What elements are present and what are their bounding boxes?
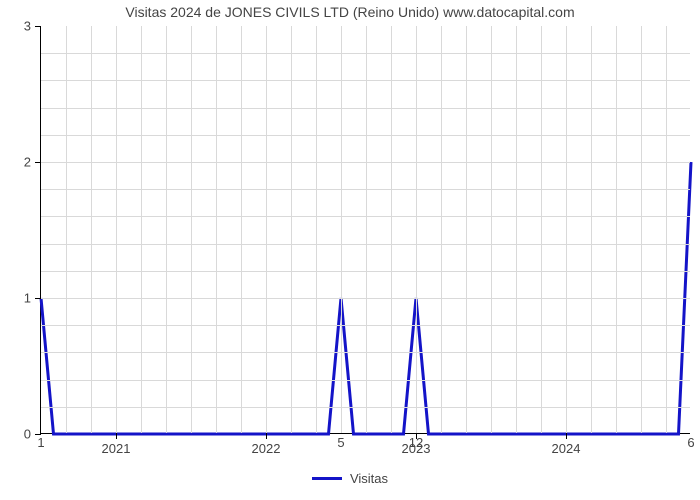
plot-area: 0123202120222023202415126: [40, 26, 690, 434]
gridline-vertical: [116, 26, 117, 433]
xtick-label: 2021: [102, 433, 131, 456]
gridline-vertical: [266, 26, 267, 433]
gridline-vertical: [141, 26, 142, 433]
gridline-vertical: [666, 26, 667, 433]
gridline-vertical: [291, 26, 292, 433]
gridline-vertical: [91, 26, 92, 433]
gridline-vertical: [516, 26, 517, 433]
value-label: 12: [409, 433, 423, 450]
value-label: 6: [687, 433, 694, 450]
value-label: 5: [337, 433, 344, 450]
gridline-vertical: [416, 26, 417, 433]
xtick-label: 2024: [552, 433, 581, 456]
gridline-vertical: [441, 26, 442, 433]
gridline-vertical: [466, 26, 467, 433]
gridline-vertical: [66, 26, 67, 433]
gridline-vertical: [391, 26, 392, 433]
legend: Visitas: [0, 470, 700, 486]
gridline-vertical: [191, 26, 192, 433]
gridline-vertical: [616, 26, 617, 433]
legend-label: Visitas: [350, 471, 388, 486]
ytick-label: 2: [24, 155, 41, 170]
gridline-vertical: [491, 26, 492, 433]
gridline-vertical: [216, 26, 217, 433]
gridline-vertical: [591, 26, 592, 433]
gridline-vertical: [541, 26, 542, 433]
ytick-label: 1: [24, 291, 41, 306]
legend-swatch: [312, 477, 342, 480]
xtick-label: 2022: [252, 433, 281, 456]
gridline-vertical: [316, 26, 317, 433]
gridline-vertical: [341, 26, 342, 433]
gridline-vertical: [566, 26, 567, 433]
gridline-vertical: [641, 26, 642, 433]
chart-title: Visitas 2024 de JONES CIVILS LTD (Reino …: [0, 4, 700, 20]
chart-container: Visitas 2024 de JONES CIVILS LTD (Reino …: [0, 0, 700, 500]
value-label: 1: [37, 433, 44, 450]
gridline-vertical: [366, 26, 367, 433]
gridline-vertical: [241, 26, 242, 433]
ytick-label: 3: [24, 19, 41, 34]
gridline-vertical: [166, 26, 167, 433]
